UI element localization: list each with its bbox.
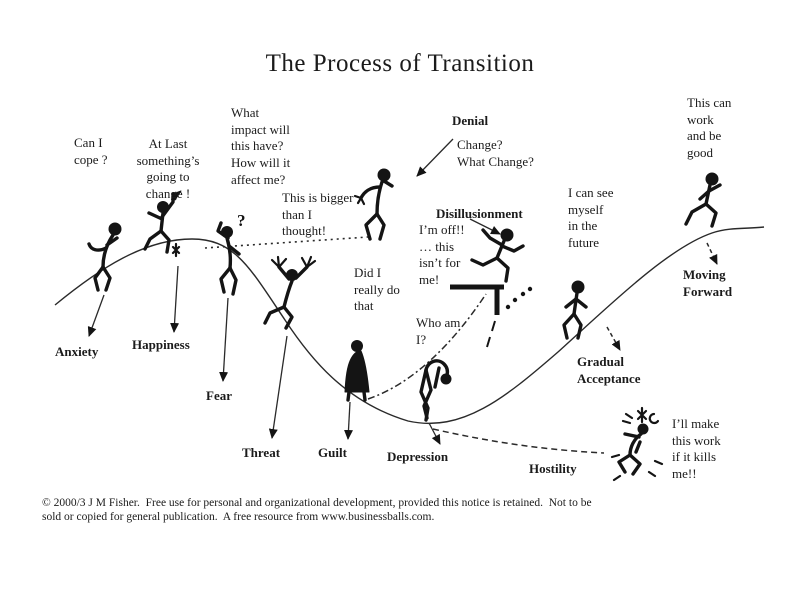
stage-label-moving-forward: Moving Forward <box>683 267 733 299</box>
denial-figure <box>353 168 394 241</box>
jump-trail-dots <box>505 286 533 310</box>
fear-pointer-arrow <box>219 297 229 382</box>
disillusionment-label-arrow <box>469 218 501 235</box>
denial-label-arrow <box>416 138 454 177</box>
curse-dashes-icon <box>621 412 634 425</box>
thought-did-i-really: Did I really do that <box>354 265 400 314</box>
stage-label-happiness: Happiness <box>132 337 190 352</box>
diagram-title: The Process of Transition <box>265 50 535 77</box>
anxiety-pointer-arrow <box>87 294 105 337</box>
gradual-acceptance-figure <box>562 280 588 340</box>
stage-label-threat: Threat <box>242 445 281 460</box>
stage-label-anxiety: Anxiety <box>55 344 99 359</box>
stage-label-depression: Depression <box>387 449 449 464</box>
moving-forward-pointer-arrow <box>706 242 718 265</box>
stage-label-guilt: Guilt <box>318 445 347 460</box>
disillusionment-exit-path <box>367 293 487 400</box>
thought-what-impact: What impact will this have? How will it … <box>231 105 291 187</box>
thought-im-off: I’m off!! … this isn’t for me! <box>419 222 465 287</box>
thought-see-future: I can see myself in the future <box>568 185 614 250</box>
copyright-notice: © 2000/3 J M Fisher. Free use for person… <box>42 497 592 524</box>
thought-change-what-change: Change? What Change? <box>457 137 534 169</box>
curse-asterisk-icon <box>636 406 648 424</box>
anxiety-figure <box>87 222 122 292</box>
depression-pointer-arrow <box>428 422 441 445</box>
threat-figure <box>263 255 317 330</box>
curse-spiral-icon <box>648 412 660 425</box>
gradual-acceptance-pointer-arrow <box>606 326 621 351</box>
guilt-figure <box>344 340 370 402</box>
thought-bigger-than-thought: This is bigger than I thought! <box>282 190 354 239</box>
thought-kills-me: I’ll make this work if it kills me!! <box>672 416 721 481</box>
fear-figure: ? <box>216 211 246 296</box>
disillusionment-figure <box>470 228 525 283</box>
happiness-figure <box>143 190 182 258</box>
threat-pointer-arrow <box>268 335 288 439</box>
hostility-figure <box>610 406 664 482</box>
stage-label-gradual-acceptance: Gradual Acceptance <box>577 354 641 386</box>
stage-label-denial: Denial <box>452 113 489 128</box>
question-mark-glyph: ? <box>237 211 246 230</box>
hostility-dashed-path <box>432 428 605 454</box>
moving-forward-figure <box>684 172 722 228</box>
cliff-edge <box>450 284 504 348</box>
thought-who-am-i: Who am I? <box>416 315 461 347</box>
thought-at-last: At Last something’s going to change ! <box>136 136 200 201</box>
guilt-pointer-arrow <box>343 401 353 440</box>
transition-curve <box>54 226 765 425</box>
depression-figure <box>419 359 452 422</box>
happiness-pointer-arrow <box>170 265 180 333</box>
thought-can-i-cope: Can I cope ? <box>74 135 108 167</box>
stage-label-hostility: Hostility <box>529 461 577 476</box>
thought-can-work: This can work and be good <box>687 95 732 160</box>
stage-label-disillusionment: Disillusionment <box>436 206 523 221</box>
stage-label-fear: Fear <box>206 388 232 403</box>
